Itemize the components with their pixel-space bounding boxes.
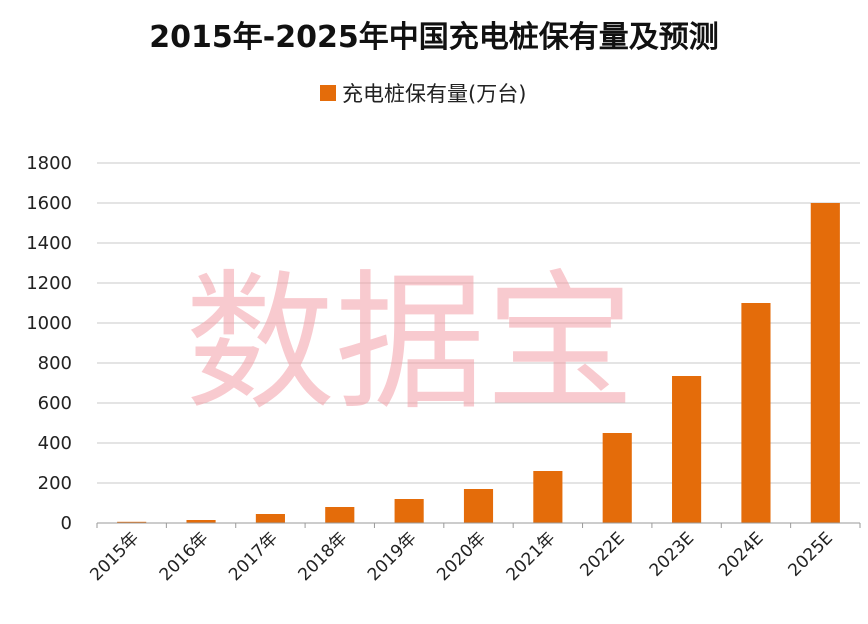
legend-swatch xyxy=(320,85,336,101)
legend-label: 充电桩保有量(万台) xyxy=(342,82,527,106)
bar xyxy=(463,489,494,523)
bar xyxy=(533,471,563,523)
watermark: 数据宝 xyxy=(185,257,635,431)
chart-title: 2015年-2025年中国充电桩保有量及预测 xyxy=(149,20,719,55)
y-tick-label: 800 xyxy=(38,353,72,374)
y-tick-label: 200 xyxy=(38,473,72,494)
bars xyxy=(117,203,840,523)
bar xyxy=(117,521,147,523)
x-tick-label: 2022E xyxy=(576,528,628,580)
x-tick-label: 2023E xyxy=(646,528,698,580)
gridlines xyxy=(97,162,860,524)
bar xyxy=(672,376,702,523)
x-tick-label: 2016年 xyxy=(156,528,213,585)
x-tick-label: 2020年 xyxy=(433,528,490,585)
y-axis: 0 200 400 600 800 1000 1200 1400 1600 1800 xyxy=(26,153,860,534)
x-tick-label: 2015年 xyxy=(86,528,143,585)
x-tick-label: 2024E xyxy=(715,528,767,580)
y-tick-label: 1000 xyxy=(26,313,72,334)
y-tick-label: 1600 xyxy=(26,193,72,214)
bar xyxy=(741,303,771,523)
bar xyxy=(186,520,216,523)
x-tick-label: 2018年 xyxy=(295,528,352,585)
y-tick-label: 400 xyxy=(38,433,72,454)
legend: 充电桩保有量(万台) xyxy=(320,78,526,108)
y-tick-label: 0 xyxy=(61,513,72,534)
bar xyxy=(325,507,355,523)
bar xyxy=(394,499,424,523)
y-tick-label: 600 xyxy=(38,393,72,414)
bar xyxy=(602,433,632,523)
x-tick-label: 2021年 xyxy=(503,528,560,585)
x-axis: 2015年 2016年 2017年 2018年 2019年 2020年 2021年 2022E… xyxy=(86,523,861,585)
bar xyxy=(255,514,285,523)
x-tick-label: 2017年 xyxy=(225,528,282,585)
bar xyxy=(810,203,840,523)
x-tick-label: 2019年 xyxy=(364,528,421,585)
y-tick-label: 1400 xyxy=(26,233,72,254)
y-tick-label: 1200 xyxy=(26,273,72,294)
x-tick-label: 2025E xyxy=(785,528,837,580)
y-tick-label: 1800 xyxy=(26,153,72,174)
